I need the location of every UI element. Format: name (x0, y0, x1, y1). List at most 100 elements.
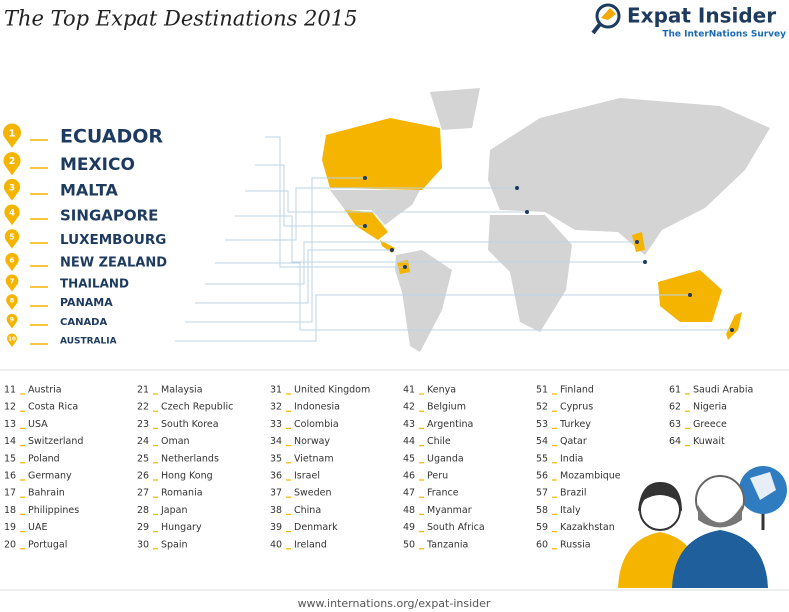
country-name: Argentina (427, 419, 473, 430)
rank-pin (7, 333, 17, 347)
logo-subtitle: The InterNations Survey (662, 30, 786, 40)
country-name: India (560, 453, 583, 464)
rank-number: 8 (10, 297, 15, 305)
rank-number: 46 (403, 471, 415, 482)
canada (322, 118, 442, 190)
country-name: Finland (560, 385, 594, 396)
rank-number: 4 (9, 207, 15, 217)
man-beard (698, 505, 742, 528)
country-name: Nigeria (693, 402, 727, 413)
rank-number: 7 (10, 277, 15, 285)
leader-line (195, 249, 392, 304)
rank-pin (4, 229, 20, 249)
rank-number: 16 (4, 471, 16, 482)
country-name: USA (28, 419, 48, 430)
rank-number: 43 (403, 419, 415, 430)
rank-number: 37 (270, 488, 282, 499)
rank-number: 1 (9, 128, 16, 139)
country-name: Tanzania (426, 539, 468, 550)
new-zealand (726, 312, 742, 340)
country-name: Chile (427, 436, 451, 447)
country-name: SINGAPORE (60, 207, 158, 225)
rank-pin (6, 294, 18, 311)
rank-number: 47 (403, 488, 415, 499)
country-name: Spain (161, 539, 188, 550)
rank-number: 23 (137, 419, 149, 430)
country-name: China (294, 505, 321, 516)
rank-number: 51 (536, 385, 548, 396)
country-name: Turkey (559, 419, 591, 430)
rank-number: 44 (403, 436, 415, 447)
country-name: Norway (294, 436, 330, 447)
rank-number: 31 (270, 385, 282, 396)
logo: Expat Insider The InterNations Survey (591, 3, 786, 40)
rank-number: 33 (270, 419, 282, 430)
rank-number: 34 (270, 436, 282, 447)
country-name: Romania (161, 488, 203, 499)
rank-number: 39 (270, 522, 282, 533)
rank-number: 63 (669, 419, 681, 430)
rank-number: 17 (4, 488, 16, 499)
map-dot (515, 186, 519, 190)
country-name: France (427, 488, 459, 499)
rank-number: 58 (536, 505, 548, 516)
title: The Top Expat Destinations 2015 (4, 7, 357, 31)
map-dot (390, 248, 394, 252)
rank-number: 64 (669, 436, 681, 447)
country-name: Peru (427, 471, 448, 482)
rank-number: 6 (9, 255, 14, 264)
rank-number: 27 (137, 488, 149, 499)
rank-number: 40 (270, 539, 282, 550)
rank-number: 14 (4, 436, 16, 447)
leader-line (255, 164, 365, 227)
country-name: UAE (28, 522, 47, 533)
leader-line (185, 177, 365, 323)
country-name: Greece (693, 419, 727, 430)
rank-number: 36 (270, 471, 282, 482)
country-name: Netherlands (161, 453, 219, 464)
country-name: Philippines (28, 505, 79, 516)
rank-number: 11 (4, 385, 16, 396)
rank-number: 41 (403, 385, 415, 396)
country-name: Kenya (427, 385, 456, 396)
rank-number: 54 (536, 436, 548, 447)
leader-line (265, 136, 405, 268)
country-name: ECUADOR (60, 126, 163, 148)
country-name: Austria (28, 385, 62, 396)
country-name: AUSTRALIA (60, 337, 117, 347)
rank-number: 55 (536, 453, 548, 464)
map-dot (688, 293, 692, 297)
logo-icon (595, 3, 621, 29)
country-name: Indonesia (294, 402, 340, 413)
country-name: Costa Rica (28, 402, 78, 413)
country-name: Poland (28, 453, 60, 464)
map-dot (635, 240, 639, 244)
rank-number: 35 (270, 453, 282, 464)
leader-line (205, 241, 637, 285)
map-dot (730, 328, 734, 332)
country-name: Oman (161, 436, 190, 447)
country-name: Denmark (294, 522, 338, 533)
country-name: CANADA (60, 317, 107, 328)
logo-handle (591, 22, 602, 35)
rank-number: 32 (270, 402, 282, 413)
footer-url: www.internations.org/expat-insider (298, 597, 491, 610)
rank-number: 9 (10, 316, 14, 323)
rank-pin (5, 274, 19, 292)
leader-line (225, 187, 517, 241)
country-name: LUXEMBOURG (60, 232, 166, 248)
country-name: Russia (560, 539, 591, 550)
africa (488, 215, 572, 332)
country-name: Hong Kong (161, 471, 213, 482)
country-name: Czech Republic (161, 402, 233, 413)
leader-line (235, 215, 645, 263)
leader-line (245, 190, 527, 213)
country-name: NEW ZEALAND (60, 256, 167, 271)
country-name: Kazakhstan (560, 522, 615, 533)
country-name: Myanmar (427, 505, 472, 516)
country-name: United Kingdom (294, 385, 370, 396)
country-name: Brazil (560, 488, 587, 499)
rank-number: 12 (4, 402, 16, 413)
rank-number: 10 (8, 337, 16, 343)
rank-number: 49 (403, 522, 415, 533)
